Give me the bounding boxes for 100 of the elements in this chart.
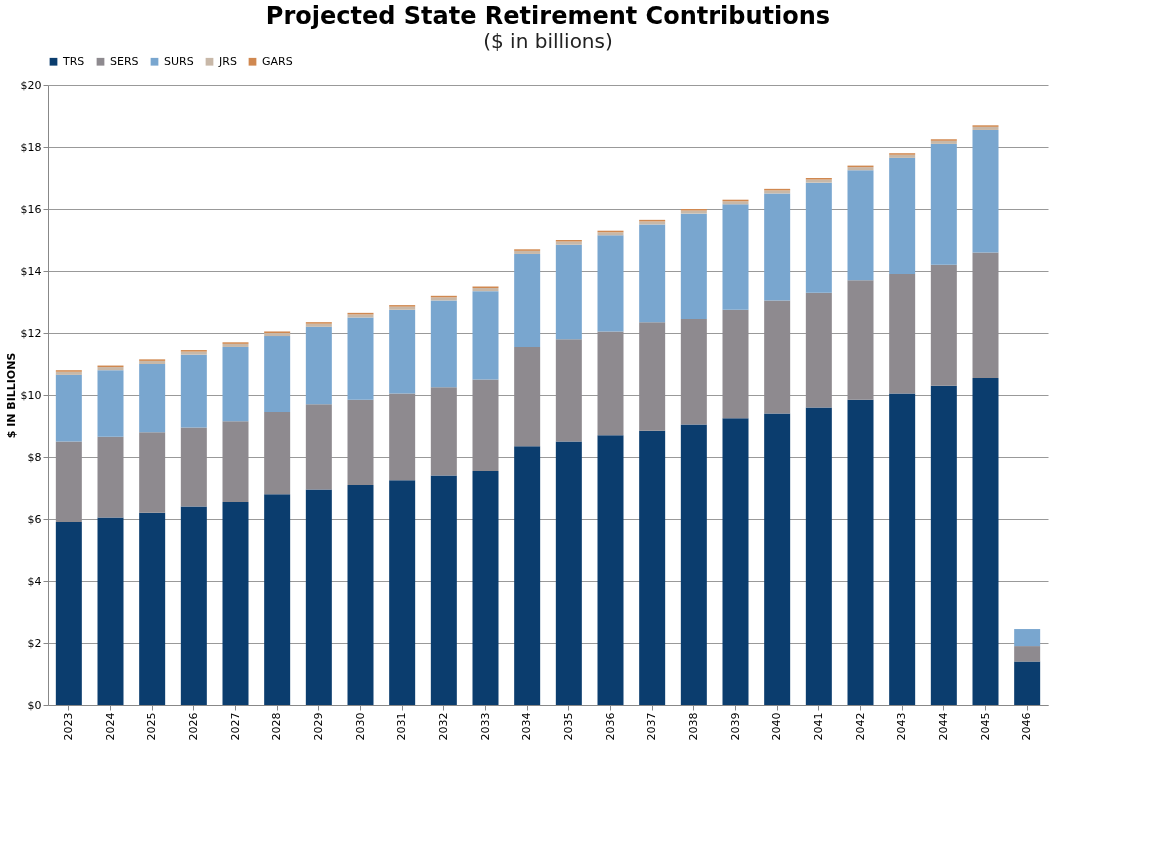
x-tick-label: 2025 [145, 712, 159, 741]
bar [430, 300, 457, 388]
bar [889, 393, 916, 705]
x-tick-label: 2042 [853, 712, 867, 741]
bar [514, 253, 541, 347]
bar [139, 512, 166, 705]
x-tick-label: 2032 [436, 712, 450, 741]
bar [555, 441, 582, 705]
x-tick-label: 2045 [978, 712, 992, 741]
x-tick-label: 2046 [1020, 712, 1034, 741]
bar [472, 470, 499, 705]
bar [55, 374, 82, 442]
x-tick-label: 2036 [603, 712, 617, 741]
y-tick-label: $14 [20, 264, 42, 278]
bar [347, 399, 374, 485]
y-tick-label: $20 [20, 78, 42, 92]
bar [1014, 646, 1041, 662]
bar [139, 364, 166, 433]
x-tick-label: 2033 [478, 712, 492, 741]
bar [514, 446, 541, 705]
x-tick-label: 2031 [395, 712, 409, 741]
x-tick-label: 2035 [561, 712, 575, 741]
bar [472, 291, 499, 380]
y-tick-label: $8 [27, 450, 42, 464]
bar [930, 264, 957, 386]
bar [847, 170, 874, 281]
bar [930, 385, 957, 705]
bar [847, 280, 874, 400]
x-tick-label: 2029 [311, 712, 325, 741]
x-tick-label: 2023 [61, 712, 75, 741]
bar [55, 522, 82, 705]
bar [639, 224, 666, 323]
bar [222, 501, 249, 705]
bar [1014, 629, 1041, 647]
x-tick-label: 2043 [895, 712, 909, 741]
legend-label: SERS [110, 54, 139, 68]
x-tick-label: 2027 [228, 712, 242, 741]
bar [680, 319, 707, 425]
y-tick-label: $18 [20, 140, 42, 154]
bar [264, 333, 291, 337]
chart-title: Projected State Retirement Contributions [265, 2, 831, 30]
bar [597, 435, 624, 705]
bar [889, 274, 916, 394]
bar [972, 129, 999, 253]
bar [55, 441, 82, 523]
x-tick-label: 2030 [353, 712, 367, 741]
bar [514, 346, 541, 447]
bar [764, 300, 791, 414]
y-tick-label: $16 [20, 202, 42, 216]
x-tick-label: 2034 [520, 712, 534, 741]
bar [805, 292, 832, 408]
x-tick-label: 2026 [186, 712, 200, 741]
y-tick-label: $0 [27, 698, 42, 712]
bar [764, 413, 791, 705]
y-tick-label: $4 [27, 574, 42, 588]
x-tick-label: 2040 [770, 712, 784, 741]
bar [389, 480, 416, 705]
bar [889, 157, 916, 275]
bar [1014, 661, 1041, 705]
bar [347, 317, 374, 400]
bar [764, 193, 791, 301]
bar [972, 377, 999, 705]
legend-label: JRS [218, 54, 237, 68]
x-tick-label: 2039 [728, 712, 742, 741]
bar [639, 430, 666, 705]
bar [305, 489, 332, 705]
y-tick-label: $6 [27, 512, 42, 526]
bar [597, 331, 624, 436]
x-tick-label: 2037 [645, 712, 659, 741]
bar [722, 309, 749, 419]
bar [430, 387, 457, 476]
bar [555, 339, 582, 442]
x-tick-label: 2024 [103, 712, 117, 741]
bar [389, 393, 416, 481]
legend-label: SURS [164, 54, 194, 68]
bar [264, 336, 291, 413]
bar [139, 432, 166, 513]
bar [222, 421, 249, 502]
chart-subtitle: ($ in billions) [483, 29, 613, 53]
bar [722, 204, 749, 310]
bar [389, 309, 416, 394]
bar [180, 427, 207, 507]
bar [97, 517, 124, 705]
legend-label: GARS [262, 54, 293, 68]
bar [805, 182, 832, 293]
bar [680, 424, 707, 705]
bar [97, 370, 124, 437]
bar [639, 322, 666, 431]
bar [972, 252, 999, 378]
bar [97, 436, 124, 518]
y-tick-label: $10 [20, 388, 42, 402]
bar [597, 235, 624, 332]
x-tick-label: 2028 [270, 712, 284, 741]
x-tick-label: 2041 [811, 712, 825, 741]
bar [264, 412, 291, 495]
bar [805, 407, 832, 705]
bar [722, 418, 749, 705]
bar [180, 506, 207, 705]
bar [430, 475, 457, 705]
bar [347, 484, 374, 705]
